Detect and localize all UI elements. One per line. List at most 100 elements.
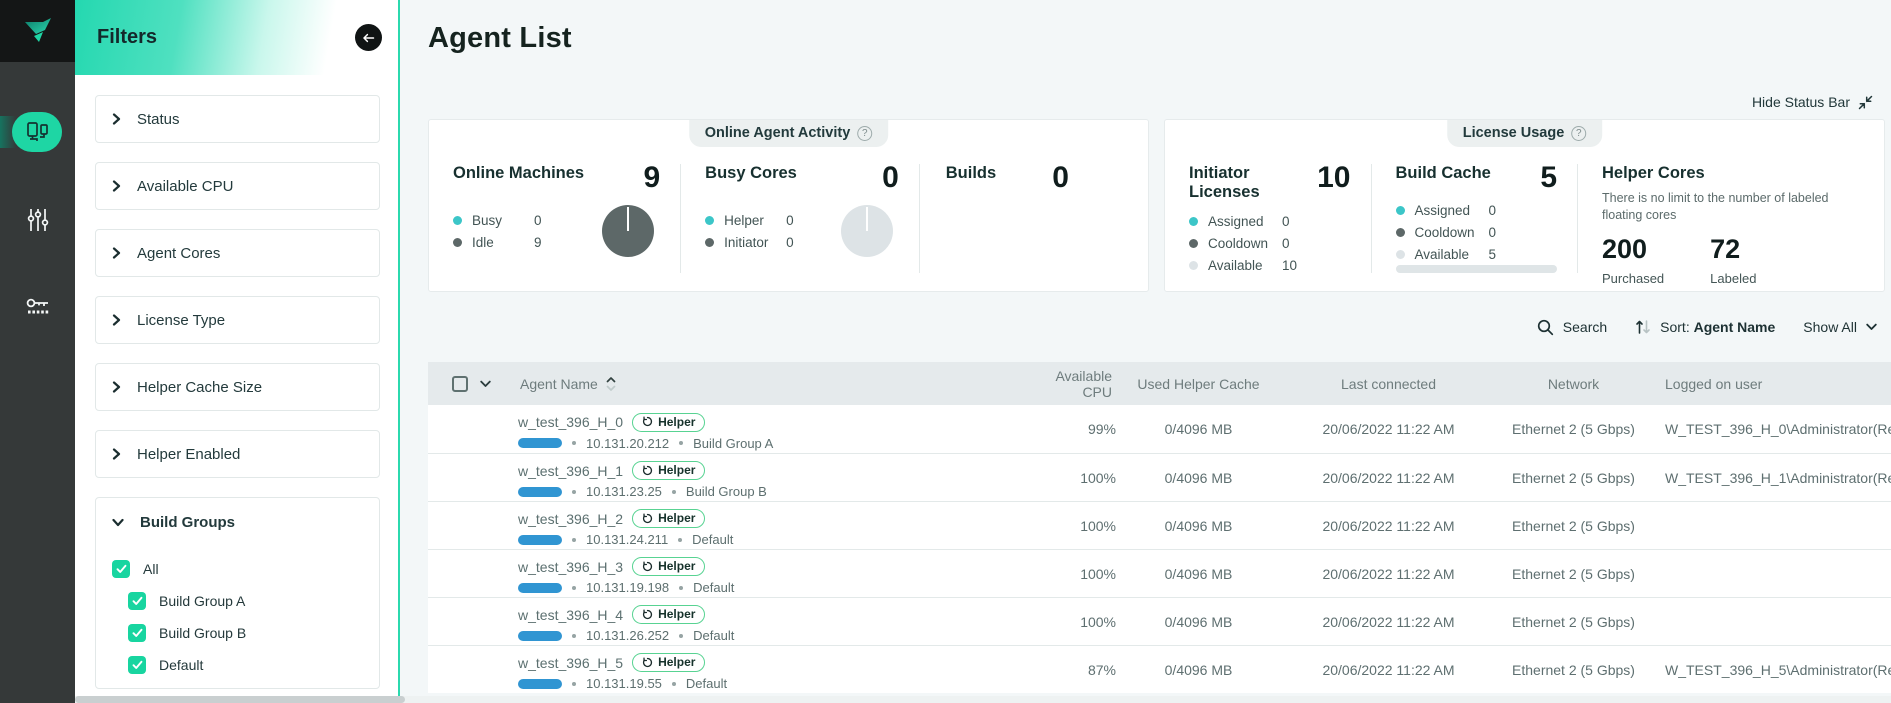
hide-status-bar-button[interactable]: Hide Status Bar (1752, 94, 1873, 110)
sidebar-item-settings[interactable] (0, 198, 75, 242)
helper-badge-label: Helper (658, 415, 695, 429)
show-filter-dropdown[interactable]: Show All (1803, 319, 1877, 335)
table-row[interactable]: w_test_396_H_0 Helper 10.131.20.212 Buil… (428, 405, 1891, 453)
metric-value: 0 (1052, 164, 1069, 191)
filter-label: Status (137, 111, 180, 128)
metric-label: Build Cache (1396, 164, 1491, 183)
last-connected-cell: 20/06/2022 11:22 AM (1322, 421, 1454, 437)
checkbox-build-group-all[interactable]: All (112, 560, 363, 578)
collapse-filters-button[interactable] (355, 24, 382, 51)
checkbox-label: Build Group A (159, 593, 245, 609)
legend-value: 0 (786, 213, 794, 228)
sidebar-item-agents[interactable] (0, 110, 75, 154)
horizontal-scrollbar (75, 696, 1891, 703)
capacity-bar (518, 631, 562, 641)
filter-accordion-license-type[interactable]: License Type (95, 296, 380, 344)
agent-name[interactable]: w_test_396_H_5 (518, 655, 623, 671)
column-label: Last connected (1341, 376, 1436, 392)
logged-on-user-cell: W_TEST_396_H_5\Administrator(Rem (1651, 662, 1891, 678)
scrollbar-thumb[interactable] (75, 696, 405, 703)
legend-value: 0 (1282, 214, 1290, 229)
helper-refresh-icon (642, 609, 653, 620)
agent-ip: 10.131.19.55 (586, 676, 662, 691)
agent-name[interactable]: w_test_396_H_0 (518, 414, 623, 430)
search-label: Search (1563, 319, 1607, 335)
build-groups-label: Build Groups (140, 514, 235, 531)
table-row[interactable]: w_test_396_H_1 Helper 10.131.23.25 Build… (428, 453, 1891, 501)
agent-name[interactable]: w_test_396_H_2 (518, 511, 623, 527)
column-header-agent-name[interactable]: Agent Name (516, 376, 1021, 392)
filter-accordion-helper-cache-size[interactable]: Helper Cache Size (95, 363, 380, 411)
info-icon[interactable]: ? (1571, 126, 1586, 141)
agent-name[interactable]: w_test_396_H_3 (518, 559, 623, 575)
table-row[interactable]: w_test_396_H_2 Helper 10.131.24.211 Defa… (428, 501, 1891, 549)
column-header-available-cpu[interactable]: Available CPU (1021, 368, 1116, 400)
table-row[interactable]: w_test_396_H_5 Helper 10.131.19.55 Defau… (428, 645, 1891, 693)
build-groups-header[interactable]: Build Groups (112, 498, 363, 546)
column-header-logged-on-user[interactable]: Logged on user (1651, 376, 1891, 392)
helper-badge: Helper (632, 557, 705, 576)
sort-prefix: Sort: (1660, 319, 1690, 335)
agent-ip: 10.131.26.252 (586, 628, 669, 643)
agent-name[interactable]: w_test_396_H_4 (518, 607, 623, 623)
checkbox-build-group-b[interactable]: Build Group B (128, 624, 363, 642)
filter-accordion-status[interactable]: Status (95, 95, 380, 143)
search-button[interactable]: Search (1537, 319, 1607, 336)
agent-build-group: Build Group B (686, 484, 767, 499)
sidebar-item-licenses[interactable] (0, 286, 75, 330)
used-helper-cache-cell: 0/4096 MB (1165, 421, 1233, 437)
chevron-right-icon (112, 314, 121, 326)
filters-body: Status Available CPU Agent Cores License… (75, 75, 398, 689)
table-row[interactable]: w_test_396_H_4 Helper 10.131.26.252 Defa… (428, 597, 1891, 645)
helper-badge: Helper (632, 461, 705, 480)
filter-label: Available CPU (137, 178, 233, 195)
helper-badge-label: Helper (658, 511, 695, 525)
helper-refresh-icon (642, 561, 653, 572)
agent-ip: 10.131.19.198 (586, 580, 669, 595)
legend-label: Assigned (1415, 203, 1489, 218)
sliders-icon (27, 208, 49, 232)
assigned-legend-dot (1189, 217, 1198, 226)
sort-control[interactable]: Sort: Agent Name (1635, 319, 1775, 335)
build-cache-usage-bar (1396, 265, 1558, 273)
agent-name[interactable]: w_test_396_H_1 (518, 463, 623, 479)
separator-dot (678, 538, 682, 542)
column-header-used-helper-cache[interactable]: Used Helper Cache (1133, 376, 1263, 392)
build-cache-legend: Assigned0 Cooldown0 Available5 (1396, 203, 1558, 262)
metric-label: Busy Cores (705, 164, 797, 183)
show-filter-value: Show All (1803, 319, 1857, 335)
main-content: Agent List Hide Status Bar Online Agent … (400, 0, 1891, 703)
agent-cell: w_test_396_H_3 Helper 10.131.19.198 Defa… (516, 552, 1021, 595)
last-connected-cell: 20/06/2022 11:22 AM (1322, 614, 1454, 630)
busy-legend-dot (453, 216, 462, 225)
separator-dot (572, 490, 576, 494)
filter-accordion-agent-cores[interactable]: Agent Cores (95, 229, 380, 277)
tab-label: Online Agent Activity (705, 125, 851, 141)
checkbox-build-group-a[interactable]: Build Group A (128, 592, 363, 610)
separator-dot (572, 682, 576, 686)
separator-dot (679, 441, 683, 445)
cooldown-legend-dot (1189, 239, 1198, 248)
selection-menu-chevron-icon[interactable] (480, 380, 491, 388)
key-icon (25, 297, 51, 319)
checkbox-checked-icon (128, 656, 146, 674)
column-header-network[interactable]: Network (1544, 376, 1603, 392)
info-icon[interactable]: ? (857, 126, 872, 141)
chevron-right-icon (112, 448, 121, 460)
legend-label: Helper (724, 213, 786, 228)
column-header-last-connected[interactable]: Last connected (1337, 376, 1440, 392)
table-row[interactable]: w_test_396_H_3 Helper 10.131.19.198 Defa… (428, 549, 1891, 597)
network-cell: Ethernet 2 (5 Gbps) (1512, 662, 1635, 678)
filter-accordion-helper-enabled[interactable]: Helper Enabled (95, 430, 380, 478)
app-logo[interactable] (0, 0, 75, 62)
capacity-bar (518, 679, 562, 689)
checkbox-build-group-default[interactable]: Default (128, 656, 363, 674)
license-usage-panel: License Usage ? Initiator Licenses 10 As… (1164, 119, 1885, 292)
tab-label: License Usage (1463, 125, 1565, 141)
logged-on-user-cell: W_TEST_396_H_1\Administrator(Rem (1651, 470, 1891, 486)
network-cell: Ethernet 2 (5 Gbps) (1512, 518, 1635, 534)
helper-badge: Helper (632, 413, 705, 432)
select-all-checkbox[interactable] (452, 376, 468, 392)
metric-value: 10 (1317, 164, 1350, 191)
filter-accordion-available-cpu[interactable]: Available CPU (95, 162, 380, 210)
